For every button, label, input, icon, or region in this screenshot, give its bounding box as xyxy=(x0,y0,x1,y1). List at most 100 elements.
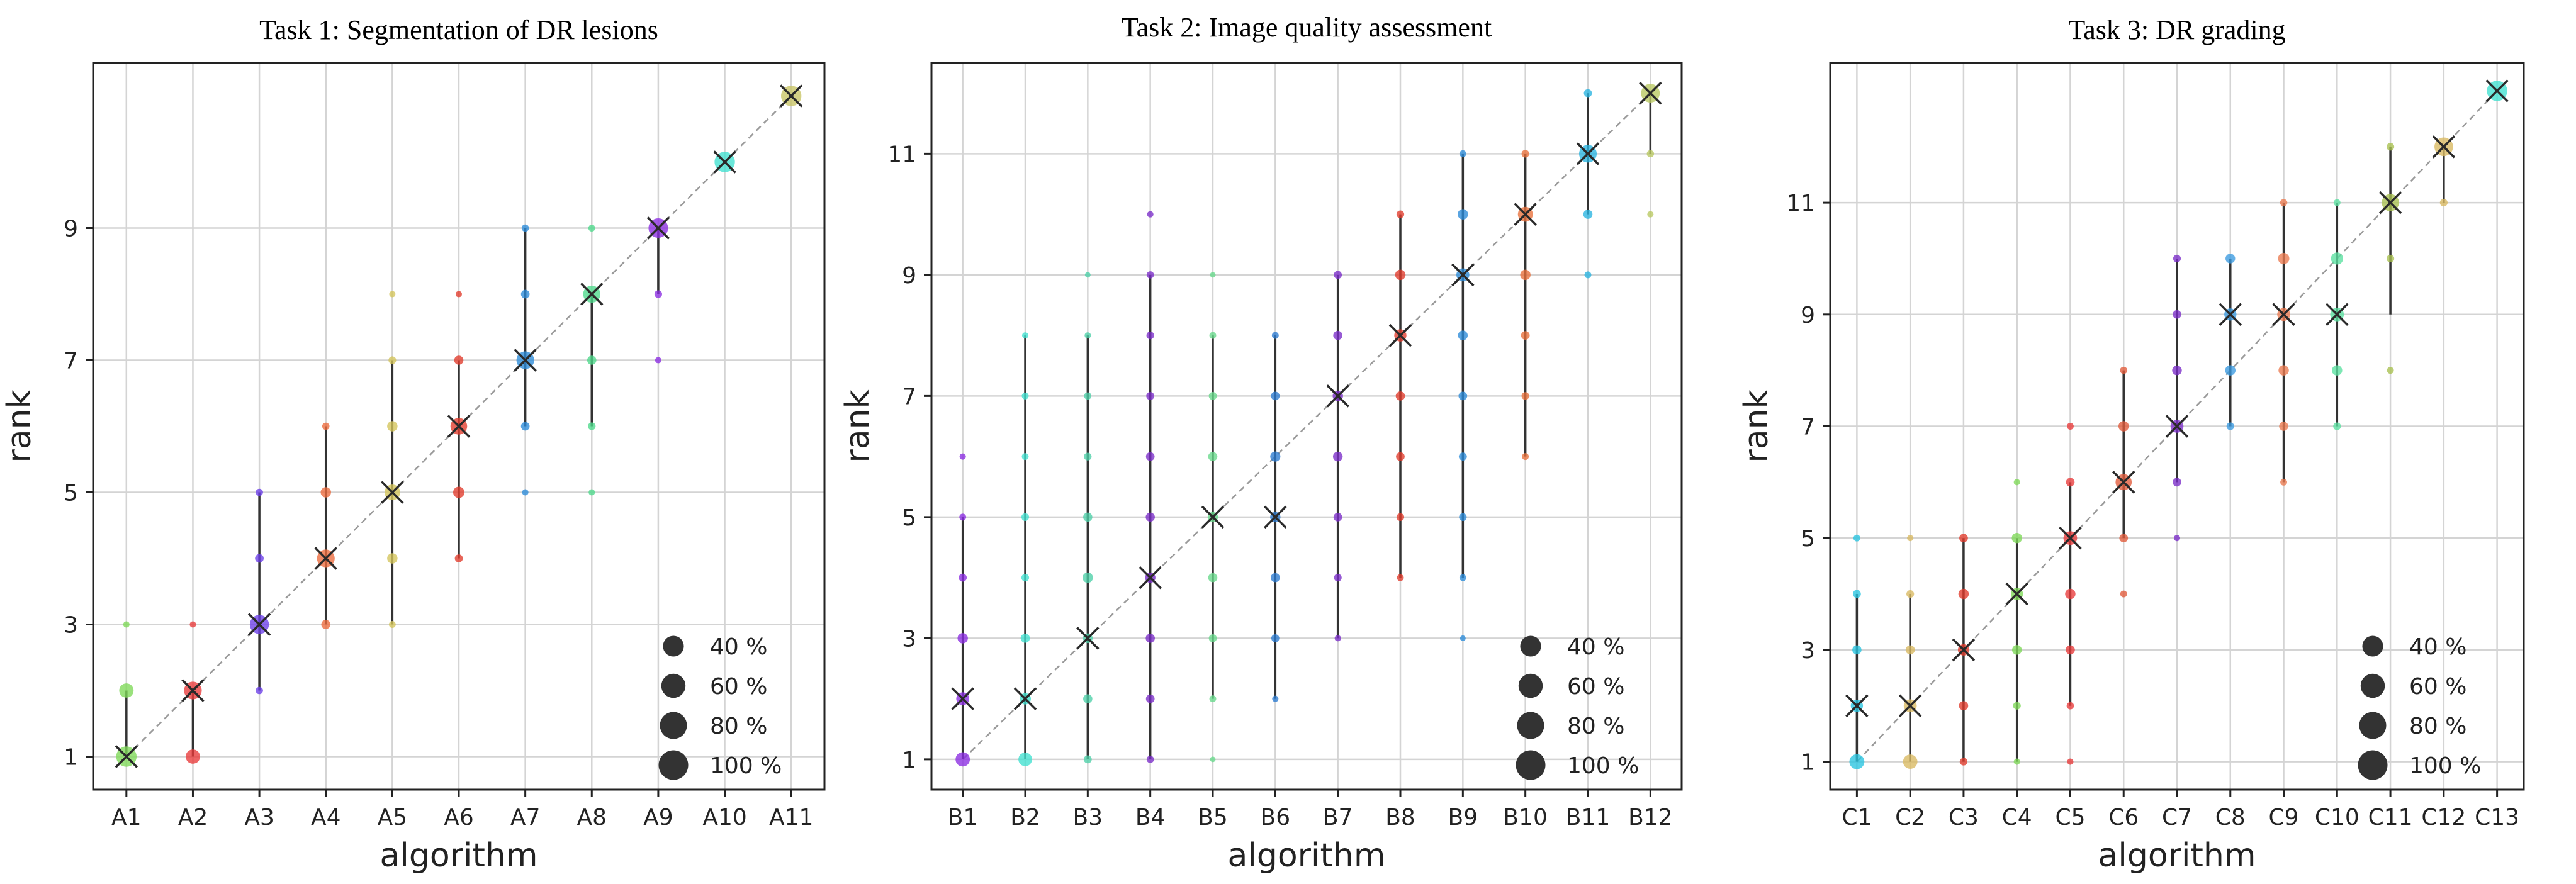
median-marker xyxy=(1326,384,1349,408)
rank-point xyxy=(256,686,263,695)
legend-marker xyxy=(660,712,687,739)
legend-marker xyxy=(1520,635,1541,657)
legend-label: 40 % xyxy=(1567,634,1624,660)
rank-point xyxy=(321,620,331,629)
series-B11 xyxy=(1576,89,1600,279)
series-C12 xyxy=(2432,135,2456,207)
rank-point xyxy=(1521,331,1530,340)
rank-point xyxy=(2280,199,2288,206)
chart-title: Task 3: DR grading xyxy=(2068,14,2285,45)
median-marker xyxy=(115,745,138,768)
rank-point xyxy=(1395,391,1405,401)
rank-point xyxy=(1271,573,1280,583)
rank-point xyxy=(1396,210,1405,218)
x-tick-label: B8 xyxy=(1385,805,1415,831)
y-tick-label: 5 xyxy=(1801,526,1815,552)
rank-point xyxy=(2333,199,2341,206)
y-tick-label: 9 xyxy=(902,263,916,289)
diagonal-line xyxy=(962,92,1651,760)
y-tick-label: 7 xyxy=(902,384,916,410)
median-marker xyxy=(514,349,537,372)
series-C5 xyxy=(2059,423,2082,765)
chart-title: Task 2: Image quality assessment xyxy=(1122,12,1492,43)
rank-point xyxy=(1647,211,1654,218)
rank-point xyxy=(1853,534,1860,542)
x-tick-label: C2 xyxy=(1895,805,1925,831)
x-tick-label: C1 xyxy=(1842,805,1872,831)
median-marker xyxy=(2165,415,2189,438)
rank-point xyxy=(388,621,396,628)
median-marker xyxy=(2112,471,2135,494)
rank-point xyxy=(1083,572,1093,583)
x-tick-label: A3 xyxy=(244,805,274,831)
size-legend: 40 % 60 % 80 % 100 % xyxy=(2358,634,2481,780)
median-marker xyxy=(1201,505,1225,529)
rank-point xyxy=(1021,392,1029,400)
rank-point xyxy=(2331,252,2344,265)
series-C1 xyxy=(1845,534,1869,769)
rank-point xyxy=(959,513,967,521)
rank-point xyxy=(453,486,465,498)
series-B10 xyxy=(1514,150,1537,461)
median-marker xyxy=(1639,81,1662,105)
x-tick-label: B1 xyxy=(948,805,978,831)
rank-point xyxy=(2386,254,2395,263)
median-marker xyxy=(1952,638,1976,662)
rank-point xyxy=(1208,452,1218,461)
median-marker xyxy=(2432,135,2456,159)
legend-marker xyxy=(658,750,689,780)
x-tick-label: A8 xyxy=(577,805,607,831)
rank-point xyxy=(1083,512,1093,522)
rank-point xyxy=(454,355,464,365)
series-A9 xyxy=(646,216,670,364)
rank-point xyxy=(1210,272,1216,278)
rank-point xyxy=(1396,452,1405,461)
series-C11 xyxy=(2378,143,2402,374)
rank-point xyxy=(2172,365,2182,376)
rank-point xyxy=(2173,478,2181,487)
median-marker xyxy=(1898,694,1922,717)
legend-label: 100 % xyxy=(2409,753,2481,779)
legend-label: 80 % xyxy=(2409,713,2466,739)
rank-point xyxy=(1958,588,1969,600)
x-tick-label: C5 xyxy=(2055,805,2085,831)
median-marker xyxy=(1076,627,1100,650)
rank-point xyxy=(1146,756,1154,763)
rank-point xyxy=(1271,391,1280,401)
rank-point xyxy=(588,422,596,430)
rank-point xyxy=(2066,478,2075,487)
rank-point xyxy=(2226,422,2234,430)
rank-point xyxy=(1333,512,1342,522)
series-C8 xyxy=(2219,254,2242,430)
rank-point xyxy=(2225,254,2236,264)
series-A8 xyxy=(580,225,604,496)
rank-point xyxy=(2065,588,2076,600)
rank-point xyxy=(1272,695,1279,702)
y-tick-label: 7 xyxy=(64,349,78,374)
rank-point xyxy=(2067,758,2074,765)
x-axis-label: algorithm xyxy=(2098,837,2256,875)
x-tick-label: A6 xyxy=(444,805,474,831)
rank-point xyxy=(123,621,130,628)
median-marker xyxy=(713,150,736,174)
y-tick-label: 1 xyxy=(1801,750,1815,776)
legend-marker xyxy=(663,635,684,657)
median-marker xyxy=(2378,191,2402,215)
rank-point xyxy=(2173,535,2181,542)
panel-task-2: Task 2: Image quality assessment B1 B2 B3 B4… xyxy=(839,12,1683,875)
series-A5 xyxy=(381,291,404,628)
series-B2 xyxy=(1013,332,1037,766)
rank-point xyxy=(1083,694,1093,703)
rank-point xyxy=(1146,332,1154,340)
rank-point xyxy=(1146,271,1154,279)
x-tick-label: C10 xyxy=(2315,805,2359,831)
rank-point xyxy=(2118,421,2129,432)
diagonal-line xyxy=(125,95,792,758)
median-marker xyxy=(1013,687,1037,710)
y-axis-label: rank xyxy=(1738,389,1775,462)
rank-point xyxy=(1583,89,1592,98)
median-marker xyxy=(2272,303,2295,327)
y-tick-label: 3 xyxy=(902,626,916,652)
rank-point xyxy=(2120,366,2128,374)
